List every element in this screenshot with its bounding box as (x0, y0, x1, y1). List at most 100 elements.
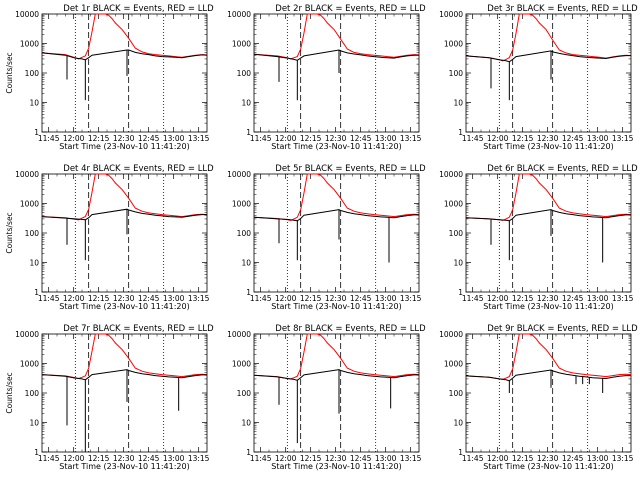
lld-series-line (41, 333, 208, 380)
x-tick-label: 13:00 (163, 294, 185, 303)
y-tick-label: 1 (34, 288, 39, 297)
y-tick-label: 100 (25, 389, 40, 398)
y-tick-label: 1000 (444, 360, 463, 369)
x-axis-label: Start Time (23-Nov-10 11:41:20) (59, 462, 189, 471)
detector-panel: Det 4r BLACK = Events, RED = LLD 1 10 100 10… (5, 164, 214, 311)
x-tick-label: 12:15 (300, 294, 322, 303)
lld-series-line (41, 173, 208, 221)
x-tick-label: 12:00 (63, 134, 85, 143)
x-tick-label: 13:00 (375, 134, 397, 143)
chart-title: Det 8r BLACK = Events, RED = LLD (275, 324, 426, 334)
chart-title: Det 9r BLACK = Events, RED = LLD (487, 324, 638, 334)
x-tick-label: 12:30 (325, 454, 347, 463)
y-tick-label: 100 (237, 69, 252, 78)
x-tick-label: 12:00 (487, 294, 509, 303)
y-tick-label: 10000 (439, 330, 463, 339)
y-tick-label: 1000 (232, 40, 251, 49)
events-series-line (253, 369, 419, 381)
x-tick-label: 13:15 (188, 454, 210, 463)
y-tick-label: 100 (237, 229, 252, 238)
x-tick-label: 12:45 (138, 454, 160, 463)
x-tick-label: 12:15 (88, 454, 110, 463)
y-tick-label: 1 (34, 128, 39, 137)
y-tick-label: 10 (241, 99, 251, 108)
x-tick-label: 12:30 (537, 134, 559, 143)
y-tick-label: 10000 (227, 170, 251, 179)
x-tick-label: 12:30 (325, 294, 347, 303)
y-tick-label: 100 (449, 389, 464, 398)
y-tick-label: 10000 (439, 170, 463, 179)
x-tick-label: 12:30 (113, 294, 135, 303)
chart-title: Det 5r BLACK = Events, RED = LLD (275, 164, 426, 174)
x-tick-label: 13:00 (375, 294, 397, 303)
lld-series-line (253, 13, 420, 60)
x-tick-label: 12:30 (537, 294, 559, 303)
x-tick-label: 11:45 (462, 454, 484, 463)
x-axis-label: Start Time (23-Nov-10 11:41:20) (59, 302, 189, 311)
y-tick-label: 10 (453, 419, 463, 428)
x-tick-label: 12:30 (537, 454, 559, 463)
y-tick-label: 1000 (444, 200, 463, 209)
lld-series-line (465, 173, 632, 221)
y-tick-label: 10 (29, 259, 39, 268)
x-axis-label: Start Time (23-Nov-10 11:41:20) (271, 462, 401, 471)
x-tick-label: 13:15 (188, 294, 210, 303)
lld-series-line (253, 333, 420, 380)
events-series-line (465, 50, 631, 63)
detector-panel: Det 1r BLACK = Events, RED = LLD 1 10 100 10… (5, 4, 214, 151)
x-tick-label: 13:15 (400, 294, 422, 303)
x-tick-label: 12:45 (562, 294, 584, 303)
detector-panel: Det 6r BLACK = Events, RED = LLD 1 10 100 10… (439, 164, 638, 311)
y-tick-label: 100 (237, 389, 252, 398)
y-tick-label: 1 (246, 128, 251, 137)
x-tick-label: 12:15 (88, 134, 110, 143)
y-axis-label: Counts/sec (5, 212, 14, 253)
x-axis-label: Start Time (23-Nov-10 11:41:20) (271, 302, 401, 311)
x-tick-label: 12:00 (275, 454, 297, 463)
y-axis-label: Counts/sec (5, 52, 14, 93)
x-tick-label: 13:15 (400, 134, 422, 143)
x-tick-label: 13:00 (375, 454, 397, 463)
detector-panel: Det 3r BLACK = Events, RED = LLD 1 10 100 10… (439, 4, 638, 151)
y-tick-label: 10 (241, 259, 251, 268)
detector-panel: Det 5r BLACK = Events, RED = LLD 1 10 100 10… (227, 164, 426, 311)
detector-panel: Det 7r BLACK = Events, RED = LLD 1 10 100 10… (5, 324, 214, 471)
lld-series-line (41, 13, 208, 60)
lld-series-line (465, 333, 632, 380)
x-axis-label: Start Time (23-Nov-10 11:41:20) (483, 302, 613, 311)
y-tick-label: 10 (241, 419, 251, 428)
chart-title: Det 7r BLACK = Events, RED = LLD (63, 324, 214, 334)
x-tick-label: 12:45 (562, 134, 584, 143)
x-tick-label: 11:45 (462, 134, 484, 143)
y-tick-label: 10000 (439, 10, 463, 19)
y-tick-label: 10 (453, 99, 463, 108)
y-tick-label: 1000 (232, 200, 251, 209)
x-tick-label: 13:00 (163, 454, 185, 463)
x-tick-label: 12:00 (275, 134, 297, 143)
y-tick-label: 1000 (20, 200, 39, 209)
events-series-line (253, 209, 419, 222)
x-tick-label: 13:00 (163, 134, 185, 143)
x-tick-label: 11:45 (250, 134, 272, 143)
x-tick-label: 11:45 (462, 294, 484, 303)
x-tick-label: 11:45 (38, 134, 60, 143)
x-axis-label: Start Time (23-Nov-10 11:41:20) (483, 142, 613, 151)
y-tick-label: 1 (246, 288, 251, 297)
y-tick-label: 100 (25, 229, 40, 238)
lld-series-line (253, 173, 420, 221)
x-tick-label: 12:15 (512, 294, 534, 303)
y-tick-label: 1000 (20, 360, 39, 369)
x-tick-label: 12:30 (325, 134, 347, 143)
x-tick-label: 11:45 (250, 294, 272, 303)
y-tick-label: 10000 (15, 330, 39, 339)
y-tick-label: 10 (453, 259, 463, 268)
x-tick-label: 11:45 (38, 294, 60, 303)
x-tick-label: 13:15 (612, 454, 634, 463)
y-tick-label: 100 (449, 229, 464, 238)
y-tick-label: 1 (458, 128, 463, 137)
events-series-line (465, 209, 631, 222)
y-tick-label: 10000 (227, 10, 251, 19)
x-tick-label: 12:45 (350, 134, 372, 143)
x-tick-label: 12:45 (562, 454, 584, 463)
